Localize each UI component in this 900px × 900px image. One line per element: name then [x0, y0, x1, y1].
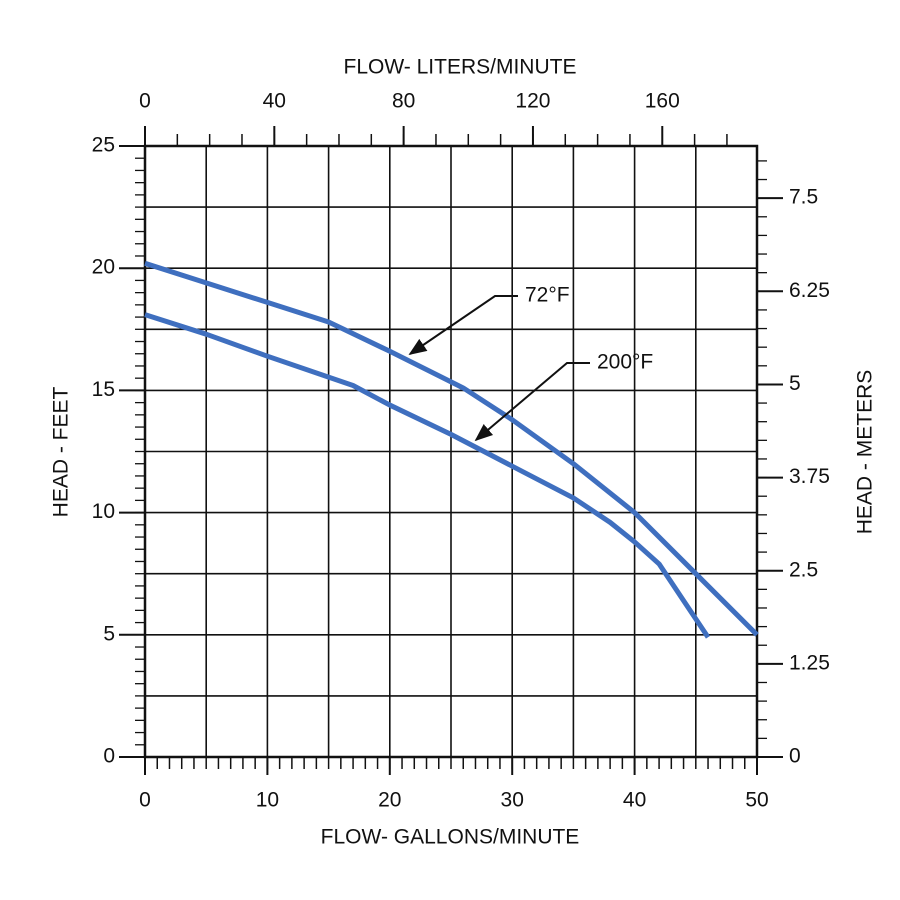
annotation-label: 72°F [525, 284, 570, 307]
x-tick-label: 30 [501, 789, 524, 812]
y-tick-label: 0 [103, 745, 115, 768]
curve [144, 260, 759, 637]
x-tick-label: 0 [139, 789, 151, 812]
y2-tick-label: 6.25 [789, 279, 830, 302]
x2-axis-title: FLOW- LITERS/MINUTE [344, 56, 577, 79]
x-tick-label: 50 [745, 789, 768, 812]
x2-tick-label: 120 [515, 90, 550, 113]
y-tick-label: 15 [92, 378, 115, 401]
y2-tick-label: 0 [789, 745, 801, 768]
x2-tick-label: 0 [139, 90, 151, 113]
x2-tick-label: 80 [392, 90, 415, 113]
curve [144, 312, 711, 639]
annotation-arrow [408, 295, 518, 356]
x2-tick-label: 160 [645, 90, 680, 113]
x-tick-label: 10 [256, 789, 279, 812]
annotation-arrow [474, 362, 590, 442]
x-tick-label: 40 [623, 789, 646, 812]
y-tick-label: 25 [92, 134, 115, 157]
x-axis-title: FLOW- GALLONS/MINUTE [321, 826, 580, 849]
y2-tick-label: 1.25 [789, 651, 830, 674]
y-tick-label: 10 [92, 500, 115, 523]
y2-tick-label: 7.5 [789, 186, 818, 209]
y2-tick-label: 3.75 [789, 465, 830, 488]
y-tick-label: 20 [92, 256, 115, 279]
x2-tick-label: 40 [263, 90, 286, 113]
y-axis-title: HEAD - FEET [50, 386, 73, 517]
y2-tick-label: 2.5 [789, 558, 818, 581]
x-tick-label: 20 [378, 789, 401, 812]
y2-axis-title: HEAD - METERS [854, 370, 877, 535]
y-tick-label: 5 [103, 622, 115, 645]
annotation-label: 200°F [597, 351, 653, 374]
y2-tick-label: 5 [789, 372, 801, 395]
